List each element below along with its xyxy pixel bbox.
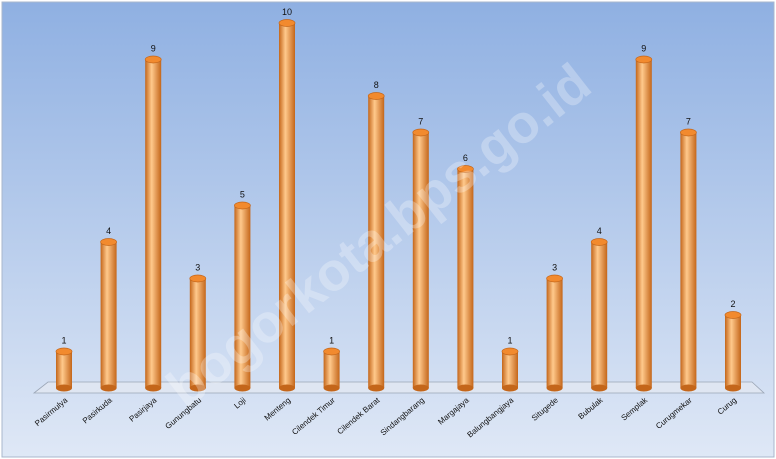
bar-base [189,384,206,392]
bar-bubulak [590,238,608,392]
data-label: 2 [730,299,735,309]
data-label: 8 [374,80,379,90]
data-label: 6 [463,153,468,163]
bar-body [457,169,474,388]
bar-cap [278,19,296,27]
bar-body [234,205,251,388]
bar-body [100,242,117,388]
bar-base [145,384,162,392]
chart-floor [32,381,766,394]
bar-cap [412,128,430,137]
bar-cap [189,274,207,283]
data-label: 5 [240,190,245,200]
data-label: 3 [195,263,200,273]
bar-cap [680,128,697,137]
bars-group [55,19,742,392]
bar-base [234,384,251,392]
bar-base [412,384,429,392]
bar-cap [367,92,385,100]
bar-cap [323,347,340,356]
data-label: 10 [282,7,292,17]
bar-base [546,384,563,392]
bar-cap [234,201,251,210]
bar-body [189,278,206,388]
bar-balungbangjaya [501,347,519,392]
bar-body [591,242,608,388]
bar-pasirmulya [55,347,73,392]
bar-base [323,384,340,392]
bar-body [635,59,652,388]
data-label: 3 [552,263,557,273]
bar-body [680,132,697,388]
data-label: 7 [686,117,691,127]
bar-base [279,384,295,392]
bar-cilendek-timur [323,347,340,392]
bar-base [100,384,117,392]
bar-cap [55,347,73,356]
bar-cap [501,347,519,356]
data-label: 4 [106,226,111,236]
bar-loji [234,201,251,392]
bar-base [368,384,385,392]
bar-body [368,96,385,388]
bar-pasirjaya [144,55,162,392]
bar-body [546,278,563,388]
bar-sindangbarang [412,128,430,392]
bar-base [56,384,72,392]
data-label: 9 [641,44,646,54]
bar-body [279,23,295,388]
bar-body [502,351,518,388]
bar-gunungbatu [189,274,207,392]
data-label: 1 [61,336,66,346]
bar-base [591,384,608,392]
bar-curug [724,311,742,392]
data-label: 1 [329,336,334,346]
bar-base [635,384,652,392]
bar-base [502,384,518,392]
bar-body [145,59,162,388]
bar-curugmekar [680,128,697,392]
bar-body [725,315,741,388]
bar-cilendek-barat [367,92,385,392]
bar-margajaya [457,165,474,392]
bar-base [725,384,741,392]
bar-situgede [546,274,563,392]
bar-cap [457,165,474,173]
bar-pasirkuda [100,238,117,392]
bar-cap [546,274,563,283]
bar-menteng [278,19,296,392]
bar-base [457,384,474,392]
bar-body [56,351,72,388]
bar-body [323,351,340,388]
data-label: 4 [597,226,602,236]
data-label: 7 [418,117,423,127]
bar-cap [635,55,653,64]
data-label: 1 [507,336,512,346]
bar-cap [144,55,162,64]
bar-semplak [635,55,653,392]
bar-body [412,132,429,388]
bar-base [680,384,697,392]
bar-cap [100,238,117,246]
data-label: 9 [151,44,156,54]
bar-cap [590,238,608,246]
bar-cap [724,311,742,319]
